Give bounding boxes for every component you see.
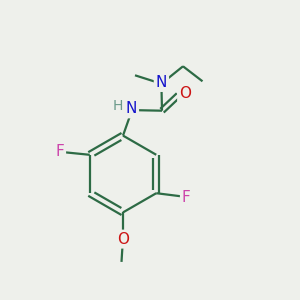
- Text: O: O: [179, 86, 191, 101]
- Text: H: H: [113, 100, 123, 113]
- Text: N: N: [126, 101, 137, 116]
- Text: F: F: [56, 144, 64, 159]
- Text: N: N: [156, 75, 167, 90]
- Text: O: O: [117, 232, 129, 247]
- Text: F: F: [182, 190, 190, 205]
